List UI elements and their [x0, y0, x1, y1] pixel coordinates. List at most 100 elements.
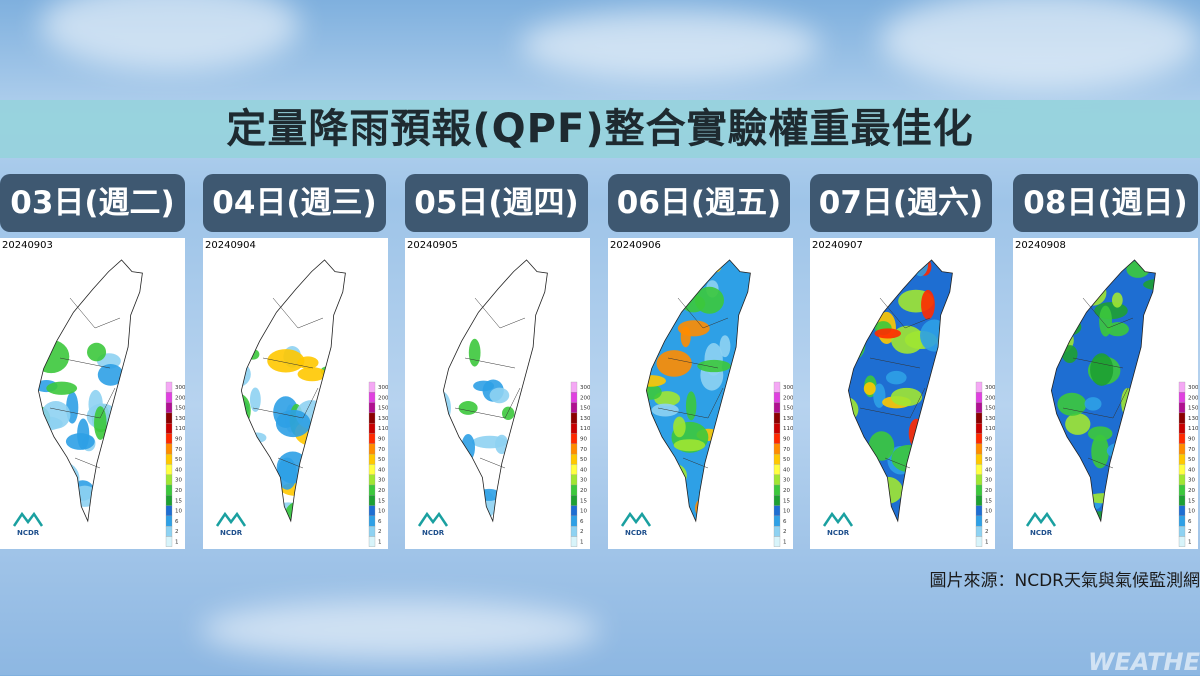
cloud: [40, 0, 300, 70]
legend-label: 1: [985, 540, 989, 546]
rain-blob: [937, 329, 972, 355]
legend-swatch: [976, 526, 982, 536]
rain-field: [1013, 238, 1198, 549]
legend-label: 40: [175, 467, 182, 473]
legend-label: 200: [985, 395, 995, 401]
legend-swatch: [774, 506, 780, 516]
map: 2024090430020015013011090705040302015106…: [203, 238, 388, 549]
legend-swatch: [1179, 392, 1185, 402]
rain-blob: [891, 445, 926, 472]
legend-label: 30: [378, 478, 385, 484]
legend-label: 40: [378, 467, 385, 473]
rain-blob: [1121, 448, 1150, 461]
legend-label: 10: [1188, 509, 1195, 515]
rain-blob: [681, 326, 691, 347]
legend-label: 300: [580, 385, 590, 391]
legend-label: 130: [378, 416, 388, 422]
legend-swatch: [369, 495, 375, 505]
rain-blob: [458, 493, 485, 512]
legend-label: 150: [985, 406, 995, 412]
rain-blob: [525, 411, 537, 426]
legend-label: 70: [1188, 447, 1195, 453]
rain-blob: [525, 368, 545, 388]
day-label: 03日(週二): [0, 174, 185, 232]
legend-swatch: [1179, 485, 1185, 495]
legend-swatch: [1179, 516, 1185, 526]
legend-label: 15: [175, 498, 182, 504]
rain-blob: [27, 475, 62, 491]
legend-swatch: [166, 382, 172, 392]
rain-blob: [33, 340, 69, 373]
rain-blob: [39, 508, 61, 524]
legend-label: 1: [1188, 540, 1192, 546]
legend-swatch: [774, 485, 780, 495]
legend-label: 90: [175, 437, 182, 443]
rain-blob: [711, 258, 722, 272]
legend-label: 200: [175, 395, 185, 401]
legend-label: 40: [985, 467, 992, 473]
rain-blob: [431, 391, 451, 424]
rain-blob: [248, 432, 267, 443]
legend-label: 20: [985, 488, 992, 494]
legend-swatch: [166, 444, 172, 454]
legend-label: 150: [175, 406, 185, 412]
legend-label: 1: [783, 540, 787, 546]
date: 20240907: [812, 240, 863, 251]
legend-label: 1: [378, 540, 382, 546]
legend-swatch: [369, 382, 375, 392]
rain-blob: [490, 388, 510, 404]
map: 2024090530020015013011090705040302015106…: [405, 238, 590, 549]
legend-label: 150: [580, 406, 590, 412]
rain-blob: [835, 312, 867, 325]
legend-label: 30: [175, 478, 182, 484]
legend-swatch: [166, 516, 172, 526]
cloud: [200, 600, 600, 660]
legend-swatch: [166, 506, 172, 516]
legend-swatch: [976, 423, 982, 433]
rain-blob: [1112, 293, 1123, 308]
logo: NCDR: [827, 529, 850, 537]
legend-label: 20: [175, 488, 182, 494]
rain-blob: [473, 381, 494, 392]
legend-label: 30: [1188, 478, 1195, 484]
rain-blob: [87, 343, 106, 362]
rain-blob: [343, 426, 354, 445]
legend-label: 90: [783, 437, 790, 443]
rain-base: [203, 238, 388, 549]
legend-label: 110: [580, 426, 590, 432]
legend-swatch: [774, 495, 780, 505]
rain-blob: [1088, 426, 1112, 440]
rain-blob: [1064, 506, 1086, 520]
legend-swatch: [1179, 444, 1185, 454]
rain-field: [0, 238, 185, 549]
map: 2024090630020015013011090705040302015106…: [608, 238, 793, 549]
legend-swatch: [774, 454, 780, 464]
legend-swatch: [571, 454, 577, 464]
legend-swatch: [571, 434, 577, 444]
legend-swatch: [976, 475, 982, 485]
legend-swatch: [571, 526, 577, 536]
legend-swatch: [976, 464, 982, 474]
rain-field: [405, 238, 590, 549]
map: 2024090330020015013011090705040302015106…: [0, 238, 185, 549]
legend-swatch: [571, 413, 577, 423]
rain-field: [608, 238, 793, 549]
map: 2024090730020015013011090705040302015106…: [810, 238, 995, 549]
legend-label: 300: [175, 385, 185, 391]
legend-swatch: [571, 475, 577, 485]
legend-swatch: [166, 537, 172, 547]
logo-mark: [14, 514, 42, 526]
rain-blob: [736, 463, 772, 478]
date: 20240904: [205, 240, 256, 251]
legend-swatch: [369, 403, 375, 413]
legend-swatch: [1179, 475, 1185, 485]
legend-swatch: [571, 485, 577, 495]
legend-swatch: [976, 485, 982, 495]
date: 20240906: [610, 240, 661, 251]
rain-blob: [267, 349, 304, 372]
rain-blob: [520, 447, 545, 458]
rain-blob: [1033, 343, 1059, 361]
date: 20240905: [407, 240, 458, 251]
